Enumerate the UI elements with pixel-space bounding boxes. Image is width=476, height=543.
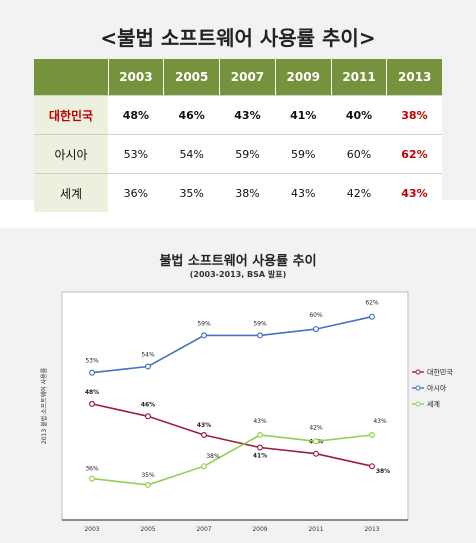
row-label-asia: 아시아	[34, 134, 108, 174]
line-chart: 불법 소프트웨어 사용률 추이 (2003-2013, BSA 발표) 2013…	[40, 253, 453, 533]
data-label: 36%	[85, 466, 99, 473]
data-label: 38%	[206, 453, 220, 460]
data-point	[88, 475, 95, 482]
series-line	[91, 315, 373, 374]
row-label-korea: 대한민국	[34, 95, 108, 135]
data-point	[257, 432, 264, 439]
x-tick-label: 2005	[140, 526, 155, 533]
table-cell: 43%	[219, 95, 276, 135]
data-point	[313, 438, 320, 445]
x-tick-label: 2003	[84, 526, 99, 533]
header-cell-empty	[34, 59, 108, 96]
legend-label: 대한민국	[427, 368, 453, 377]
table-cell: 43%	[275, 173, 332, 212]
table-cell: 38%	[219, 173, 276, 212]
data-label: 60%	[309, 312, 323, 319]
x-axis-ticks: 2003 2005 2007 2009 2011 2013	[84, 526, 379, 533]
data-label: 59%	[197, 320, 211, 327]
header-cell-2011: 2011	[330, 59, 387, 96]
header-cell-2003: 2003	[107, 59, 164, 96]
table-cell: 59%	[275, 134, 332, 174]
series-3: 36% 35% 38% 43% 42% 43%	[85, 418, 387, 488]
series-line	[91, 434, 373, 486]
data-label: 53%	[85, 358, 99, 365]
data-label: 41%	[253, 453, 267, 460]
table-cell: 43%	[386, 173, 442, 212]
data-label: 43%	[253, 418, 267, 425]
table-cell: 36%	[108, 173, 164, 212]
data-point	[88, 369, 95, 376]
data-point	[145, 481, 152, 488]
legend-marker	[415, 385, 421, 391]
table-cell: 42%	[331, 173, 387, 212]
data-point	[369, 432, 376, 439]
series-layer: 48%46%43%41%40%38%53%54%59%59%60%62%36%3…	[85, 300, 390, 488]
table-row: 대한민국 48% 46% 43% 41% 40% 38%	[34, 95, 442, 135]
table-cell: 60%	[331, 134, 387, 174]
table-cell: 40%	[331, 95, 387, 135]
data-point	[313, 326, 320, 333]
data-label: 59%	[253, 320, 267, 327]
data-label: 46%	[141, 401, 155, 408]
data-point	[257, 444, 264, 451]
table-cell: 59%	[219, 134, 276, 174]
header-cell-2013: 2013	[386, 59, 442, 96]
data-label: 42%	[309, 424, 323, 431]
legend-marker	[415, 401, 421, 407]
data-point	[201, 432, 208, 439]
table-cell: 48%	[108, 95, 164, 135]
x-tick-label: 2007	[196, 526, 211, 533]
data-label: 43%	[197, 422, 211, 429]
legend-item: 아시아	[412, 384, 447, 393]
y-axis-label: 2013 불법 소프트웨어 사용률	[40, 367, 48, 444]
header-cell-2009: 2009	[274, 59, 332, 96]
plot-area	[61, 291, 409, 521]
table-header-row: 2003 2005 2007 2009 2011 2013	[34, 59, 442, 96]
legend-label: 아시아	[427, 384, 447, 393]
data-point	[88, 400, 95, 407]
x-tick-label: 2013	[364, 526, 379, 533]
table-cell: 46%	[163, 95, 220, 135]
legend-item: 대한민국	[412, 368, 453, 377]
data-label: 43%	[373, 418, 387, 425]
data-label: 62%	[365, 300, 379, 307]
table-cell: 41%	[275, 95, 332, 135]
data-point	[257, 332, 264, 339]
chart-title: 불법 소프트웨어 사용률 추이	[159, 253, 316, 269]
data-point	[145, 413, 152, 420]
data-label: 38%	[376, 468, 390, 475]
chart-subtitle: (2003-2013, BSA 발표)	[190, 269, 287, 279]
data-table: 2003 2005 2007 2009 2011 2013 대한민국 48% 4…	[34, 59, 442, 212]
header-cell-2005: 2005	[163, 59, 220, 96]
legend-label: 세계	[427, 400, 440, 409]
data-label: 35%	[141, 472, 155, 479]
header-cell-2007: 2007	[219, 59, 276, 96]
legend-item: 세계	[412, 400, 440, 409]
data-point	[145, 363, 152, 370]
table-cell: 38%	[386, 95, 442, 135]
table-cell: 62%	[386, 134, 442, 174]
data-point	[313, 450, 320, 457]
data-point	[201, 463, 208, 470]
row-label-world: 세계	[34, 173, 108, 212]
series-line	[91, 403, 373, 467]
table-row: 세계 36% 35% 38% 43% 42% 43%	[34, 173, 442, 212]
data-point	[369, 313, 376, 320]
table-cell: 54%	[163, 134, 220, 174]
data-label: 54%	[141, 352, 155, 359]
table-cell: 53%	[108, 134, 164, 174]
x-tick-label: 2009	[252, 526, 267, 533]
table-title: <불법 소프트웨어 사용률 추이>	[100, 26, 376, 50]
table-cell: 35%	[163, 173, 220, 212]
legend-marker	[415, 369, 421, 375]
table-row: 아시아 53% 54% 59% 59% 60% 62%	[34, 134, 442, 174]
series-2: 53% 54% 59% 59% 60% 62%	[85, 300, 379, 376]
x-tick-label: 2011	[308, 526, 323, 533]
data-label: 48%	[85, 389, 99, 396]
data-point	[369, 463, 376, 470]
data-point	[201, 332, 208, 339]
